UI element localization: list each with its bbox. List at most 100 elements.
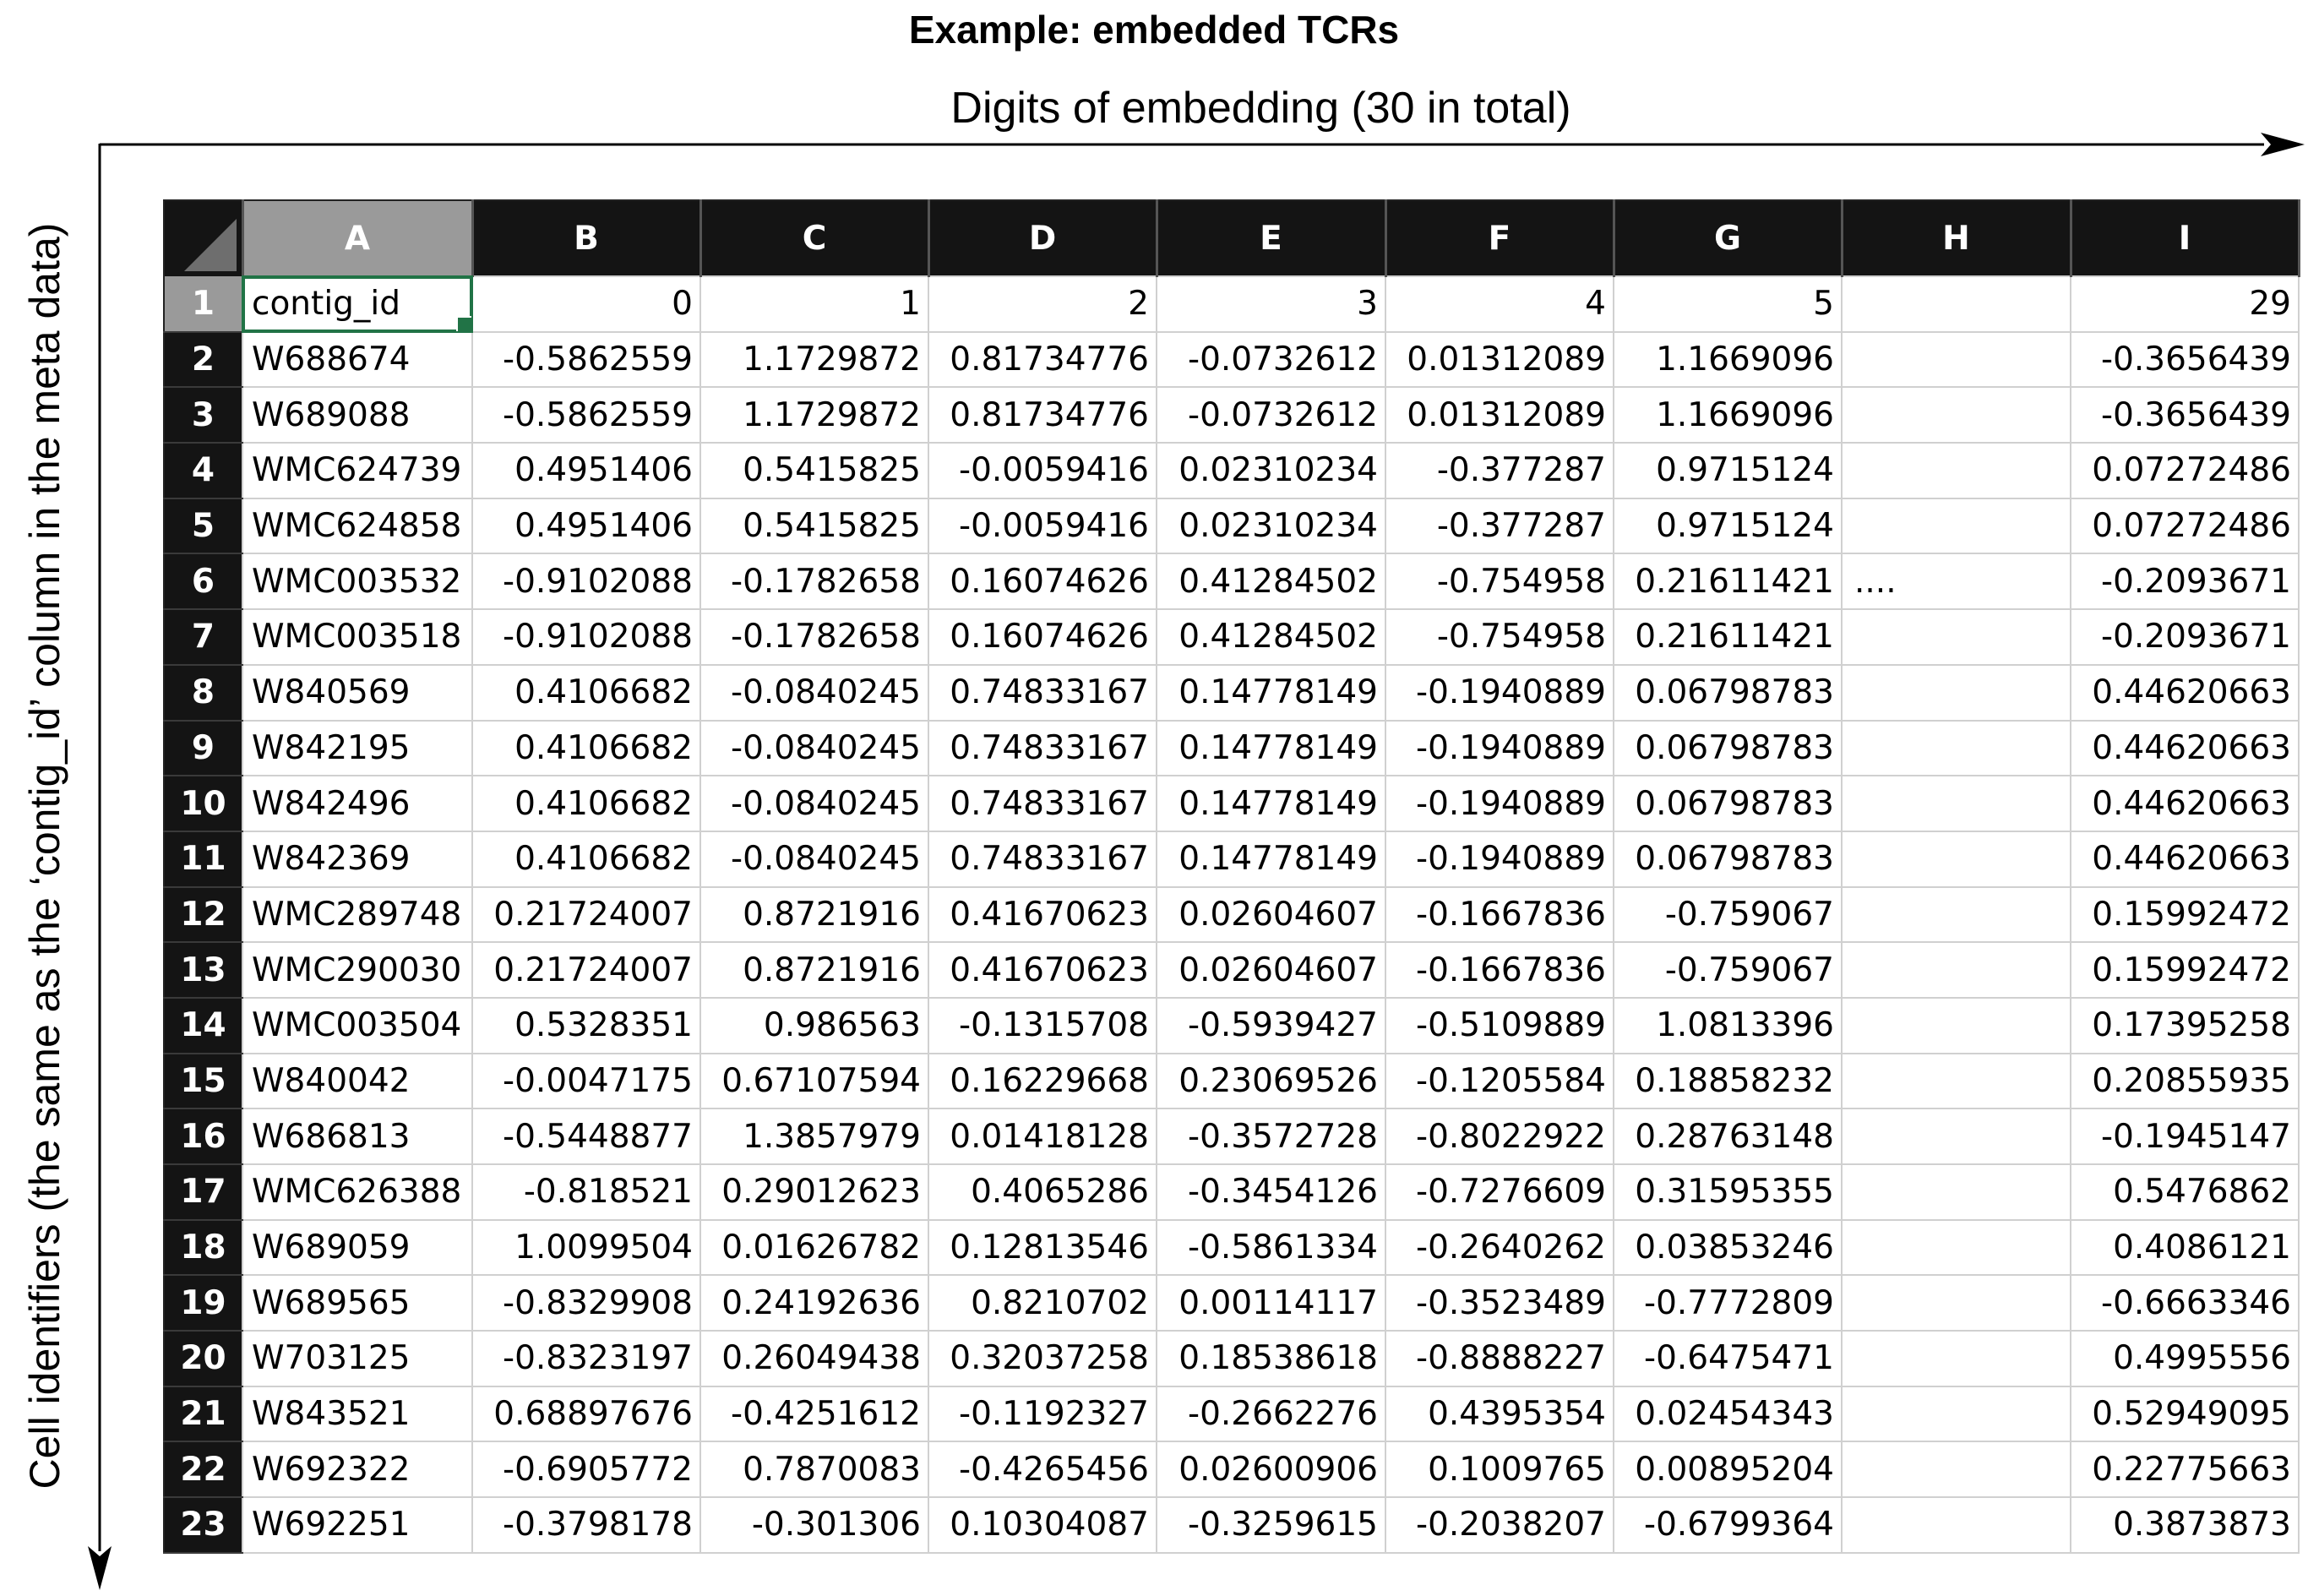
cell-value[interactable]: -0.0840245 [699,719,929,777]
cell-value[interactable]: -0.1667836 [1385,885,1614,944]
column-header-h[interactable]: H [1842,200,2072,276]
cell-value[interactable]: -0.5448877 [471,1108,701,1165]
cell-value[interactable]: -0.2093671 [2070,553,2300,611]
column-header-f[interactable]: F [1385,200,1615,276]
cell-value[interactable]: -0.1940889 [1385,775,1614,832]
cell-value[interactable] [1841,386,2071,444]
cell-value[interactable]: -0.1782658 [699,608,929,666]
cell-value[interactable]: 0.02310234 [1156,442,1386,499]
cell-value[interactable]: 0.4086121 [2070,1218,2300,1277]
row-header[interactable]: 13 [164,942,242,999]
cell-value[interactable]: 0.28763148 [1613,1108,1843,1165]
cell-value[interactable] [1841,1052,2071,1110]
cell-contig-id[interactable]: WMC290030 [242,941,473,999]
cell-value[interactable]: -0.1782658 [699,553,929,611]
cell-value[interactable]: -0.1205584 [1385,1052,1614,1110]
cell-value[interactable]: -0.2640262 [1385,1218,1614,1277]
cell-contig-id[interactable]: W688674 [242,330,473,389]
row-header[interactable]: 17 [164,1164,242,1221]
row-header[interactable]: 1 [164,276,242,333]
cell-value[interactable] [1841,1496,2071,1554]
row-header[interactable]: 8 [164,664,242,722]
cell-value[interactable]: 0.15992472 [2070,885,2300,944]
cell-value[interactable]: 1.1729872 [699,386,929,444]
cell-value[interactable]: 0.4951406 [471,442,701,499]
cell-value[interactable]: 29 [2070,275,2300,333]
cell-value[interactable]: 0.8210702 [928,1274,1157,1332]
cell-value[interactable]: 0.02600906 [1156,1441,1386,1499]
cell-value[interactable]: 0 [471,275,701,333]
cell-value[interactable]: 0.01312089 [1385,386,1614,444]
cell-value[interactable]: 0.4065286 [928,1163,1157,1221]
cell-value[interactable]: -0.0732612 [1156,386,1386,444]
row-header[interactable]: 19 [164,1275,242,1332]
cell-value[interactable]: 0.7870083 [699,1441,929,1499]
cell-value[interactable]: 0.21724007 [471,941,701,999]
cell-value[interactable]: -0.9102088 [471,553,701,611]
cell-value[interactable]: 0.9715124 [1613,497,1843,555]
cell-value[interactable]: -0.0059416 [928,442,1157,499]
cell-contig-id[interactable]: W703125 [242,1330,473,1387]
cell-value[interactable]: -0.2662276 [1156,1385,1386,1443]
cell-contig-id[interactable]: W689088 [242,386,473,444]
cell-value[interactable]: -0.5939427 [1156,996,1386,1054]
cell-contig-id[interactable]: W842496 [242,775,473,832]
cell-value[interactable]: 0.02604607 [1156,941,1386,999]
cell-value[interactable]: 0.5415825 [699,442,929,499]
cell-value[interactable]: 1.0099504 [471,1218,701,1277]
cell-value[interactable] [1841,1218,2071,1277]
cell-contig-id[interactable]: WMC003532 [242,553,473,611]
cell-contig-id[interactable]: W842195 [242,719,473,777]
cell-value[interactable] [1841,1385,2071,1443]
select-all-corner[interactable] [164,200,244,276]
cell-value[interactable] [1841,830,2071,888]
cell-value[interactable]: 0.21611421 [1613,608,1843,666]
cell-value[interactable]: 0.00114117 [1156,1274,1386,1332]
cell-value[interactable]: 0.01626782 [699,1218,929,1277]
row-header[interactable]: 5 [164,498,242,555]
cell-value[interactable]: 0.4106682 [471,775,701,832]
cell-contig-id[interactable]: WMC289748 [242,885,473,944]
cell-value[interactable]: 0.31595355 [1613,1163,1843,1221]
cell-value[interactable]: 0.74833167 [928,775,1157,832]
cell-value[interactable]: 0.986563 [699,996,929,1054]
cell-contig-id[interactable]: W692322 [242,1441,473,1499]
cell-value[interactable]: -0.3798178 [471,1496,701,1554]
cell-value[interactable]: 0.4106682 [471,719,701,777]
cell-value[interactable]: 0.74833167 [928,830,1157,888]
cell-value[interactable] [1841,275,2071,333]
cell-value[interactable]: 4 [1385,275,1614,333]
cell-value[interactable]: 0.01418128 [928,1108,1157,1165]
cell-value[interactable]: 0.81734776 [928,330,1157,389]
cell-value[interactable]: 0.06798783 [1613,775,1843,832]
cell-value[interactable]: -0.7276609 [1385,1163,1614,1221]
cell-value[interactable] [1841,941,2071,999]
cell-value[interactable]: 0.16074626 [928,608,1157,666]
cell-value[interactable]: 0.8721916 [699,885,929,944]
column-header-g[interactable]: G [1614,200,1843,276]
row-header[interactable]: 9 [164,720,242,777]
cell-value[interactable]: -0.8323197 [471,1330,701,1387]
row-header[interactable]: 20 [164,1331,242,1387]
cell-value[interactable]: -0.4265456 [928,1441,1157,1499]
cell-contig-id[interactable]: W840042 [242,1052,473,1110]
cell-value[interactable]: 0.17395258 [2070,996,2300,1054]
column-header-d[interactable]: D [928,200,1158,276]
cell-value[interactable]: 0.22775663 [2070,1441,2300,1499]
cell-value[interactable]: -0.3572728 [1156,1108,1386,1165]
cell-value[interactable]: 0.5328351 [471,996,701,1054]
cell-contig-id[interactable]: W840569 [242,663,473,722]
cell-value[interactable]: 0.74833167 [928,663,1157,722]
cell-value[interactable]: 0.21611421 [1613,553,1843,611]
cell-value[interactable]: -0.6799364 [1613,1496,1843,1554]
cell-value[interactable]: 0.67107594 [699,1052,929,1110]
cell-value[interactable]: 3 [1156,275,1386,333]
cell-contig-id[interactable]: W689565 [242,1274,473,1332]
row-header[interactable]: 18 [164,1219,242,1277]
cell-value[interactable] [1841,330,2071,389]
cell-value[interactable]: 0.15992472 [2070,941,2300,999]
cell-value[interactable]: -0.754958 [1385,553,1614,611]
cell-value[interactable]: 0.14778149 [1156,775,1386,832]
cell-value[interactable]: 1.1729872 [699,330,929,389]
